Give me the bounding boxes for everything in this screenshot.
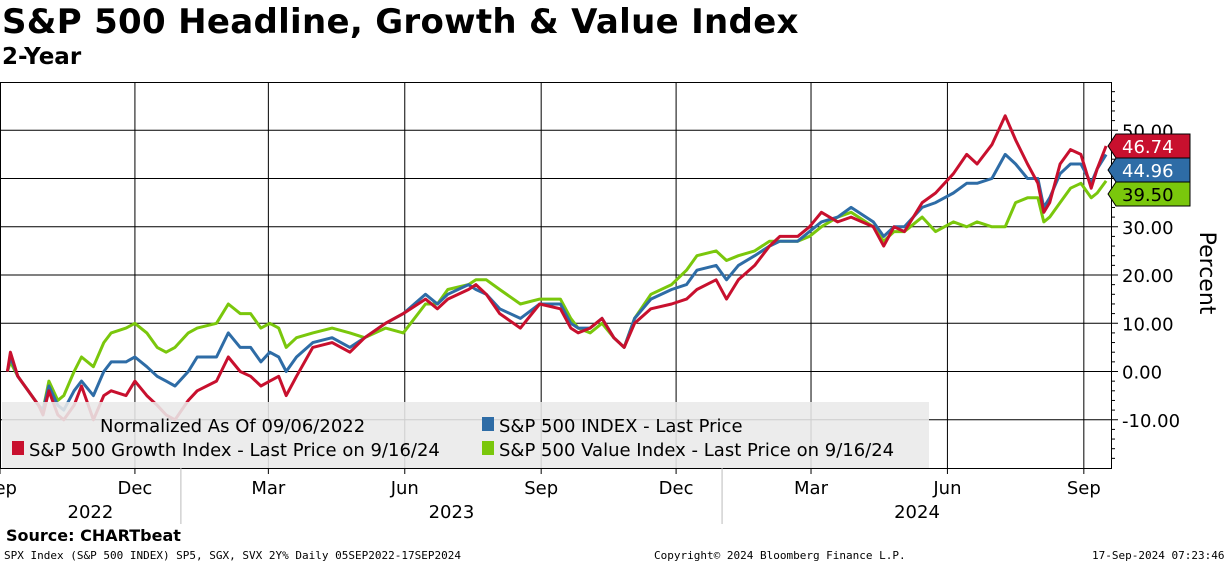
legend-note: Normalized As Of 09/06/2022 — [100, 416, 365, 437]
last-value-flag — [1107, 181, 1191, 207]
legend-swatch — [482, 441, 494, 455]
legend-label: S&P 500 Value Index - Last Price on 9/16… — [499, 440, 894, 461]
last-value-flag — [1107, 133, 1191, 159]
x-tick-label: Jun — [932, 478, 961, 499]
last-value-label: 44.96 — [1122, 161, 1174, 182]
last-value-label: 46.74 — [1122, 137, 1174, 158]
year-label: 2023 — [429, 502, 475, 523]
y-tick-label: 10.00 — [1122, 314, 1174, 335]
copyright-note: Copyright© 2024 Bloomberg Finance L.P. — [654, 549, 906, 562]
last-value-label: 39.50 — [1122, 185, 1174, 206]
legend-swatch — [482, 417, 494, 431]
y-tick-label: -10.00 — [1122, 411, 1180, 432]
y-tick-label: 0.00 — [1122, 363, 1162, 384]
x-tick-label: Sep — [0, 478, 17, 499]
legend: Normalized As Of 09/06/2022 S&P 500 INDEX… — [2, 402, 929, 468]
x-tick-label: Mar — [794, 478, 829, 499]
timestamp: 17-Sep-2024 07:23:46 — [1092, 549, 1224, 562]
x-tick-label: Sep — [1067, 478, 1101, 499]
source-note: Source: CHARTbeat — [6, 526, 181, 545]
legend-label: S&P 500 Growth Index - Last Price on 9/1… — [29, 440, 440, 461]
ticker-info: SPX Index (S&P 500 INDEX) SP5, SGX, SVX … — [4, 549, 461, 562]
legend-background — [2, 402, 929, 468]
x-tick-label: Jun — [390, 478, 419, 499]
chart-subtitle: 2-Year — [2, 44, 82, 70]
y-axis-title: Percent — [1194, 232, 1219, 315]
year-label: 2024 — [894, 502, 940, 523]
last-value-flag — [1107, 157, 1191, 183]
chart-title: S&P 500 Headline, Growth & Value Index — [2, 2, 799, 42]
series-line-2 — [5, 180, 1108, 412]
y-tick-label: 20.00 — [1122, 266, 1174, 287]
series-line-0 — [5, 114, 1108, 422]
legend-swatch — [12, 441, 24, 455]
series-group — [5, 114, 1108, 422]
x-tick-label: Mar — [251, 478, 286, 499]
x-tick-label: Dec — [659, 478, 694, 499]
x-tick-label: Sep — [524, 478, 558, 499]
x-tick-label: Dec — [118, 478, 153, 499]
year-label: 2022 — [68, 502, 114, 523]
legend-label: S&P 500 INDEX - Last Price — [499, 416, 743, 437]
y-tick-label: 30.00 — [1122, 218, 1174, 239]
